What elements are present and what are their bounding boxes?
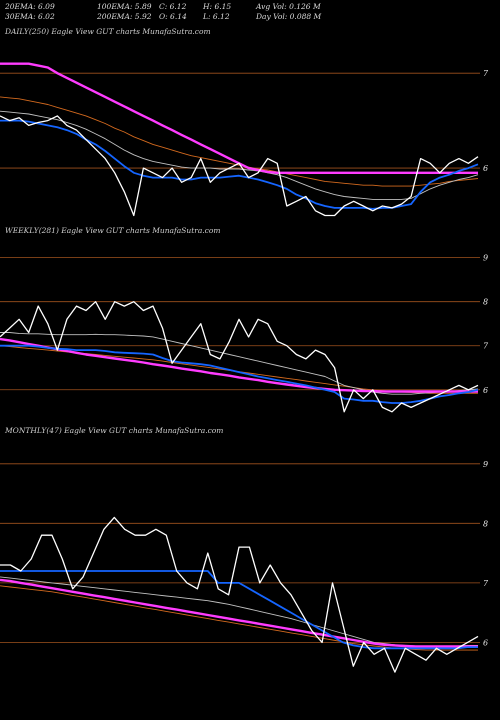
monthly-ema-long-line xyxy=(0,585,478,651)
stat-ema200: 200EMA: 5.92 xyxy=(97,12,152,21)
stat-avg-volume: Avg Vol: 0.126 M xyxy=(256,2,321,11)
weekly-ema-fast-line xyxy=(0,344,479,404)
monthly-chart-title: MONTHLY(47) Eagle View GUT charts Munafa… xyxy=(5,426,224,435)
stat-high: H: 6.15 xyxy=(203,2,232,11)
daily-ema-long-line xyxy=(0,96,479,187)
weekly-ytick-label: 6 xyxy=(483,386,488,395)
weekly-ema-mid-line xyxy=(0,332,479,395)
stat-low: L: 6.12 xyxy=(203,12,230,21)
daily-ytick-label: 7 xyxy=(483,69,489,78)
monthly-price-line xyxy=(0,516,479,673)
daily-ema-fast-line xyxy=(0,119,479,210)
daily-price-line xyxy=(0,115,479,217)
stat-ema30: 30EMA: 6.02 xyxy=(5,12,55,21)
monthly-ytick-label: 9 xyxy=(483,460,488,469)
weekly-price-line xyxy=(0,301,479,413)
daily-ema-slow-line xyxy=(0,62,478,175)
monthly-ytick-label: 8 xyxy=(483,519,488,528)
stat-day-volume: Day Vol: 0.088 M xyxy=(256,12,322,21)
stat-open: O: 6.14 xyxy=(159,12,187,21)
weekly-ema-slow-line xyxy=(0,337,478,393)
stat-ema100: 100EMA: 5.89 xyxy=(97,2,152,11)
monthly-ema-fast-line xyxy=(0,570,478,650)
weekly-ytick-label: 7 xyxy=(483,342,489,351)
monthly-ema-slow-line xyxy=(0,578,478,648)
weekly-chart-title: WEEKLY(281) Eagle View GUT charts Munafa… xyxy=(5,226,221,235)
daily-ema-mid-line xyxy=(0,110,479,200)
daily-ytick-label: 6 xyxy=(483,164,488,173)
monthly-ytick-label: 6 xyxy=(483,638,488,647)
daily-chart-title: DAILY(250) Eagle View GUT charts MunafaS… xyxy=(5,27,211,36)
stat-ema20: 20EMA: 6.09 xyxy=(5,2,55,11)
stat-close: C: 6.12 xyxy=(159,2,187,11)
weekly-ytick-label: 8 xyxy=(483,298,488,307)
monthly-ytick-label: 7 xyxy=(483,579,489,588)
weekly-ytick-label: 9 xyxy=(483,254,488,263)
